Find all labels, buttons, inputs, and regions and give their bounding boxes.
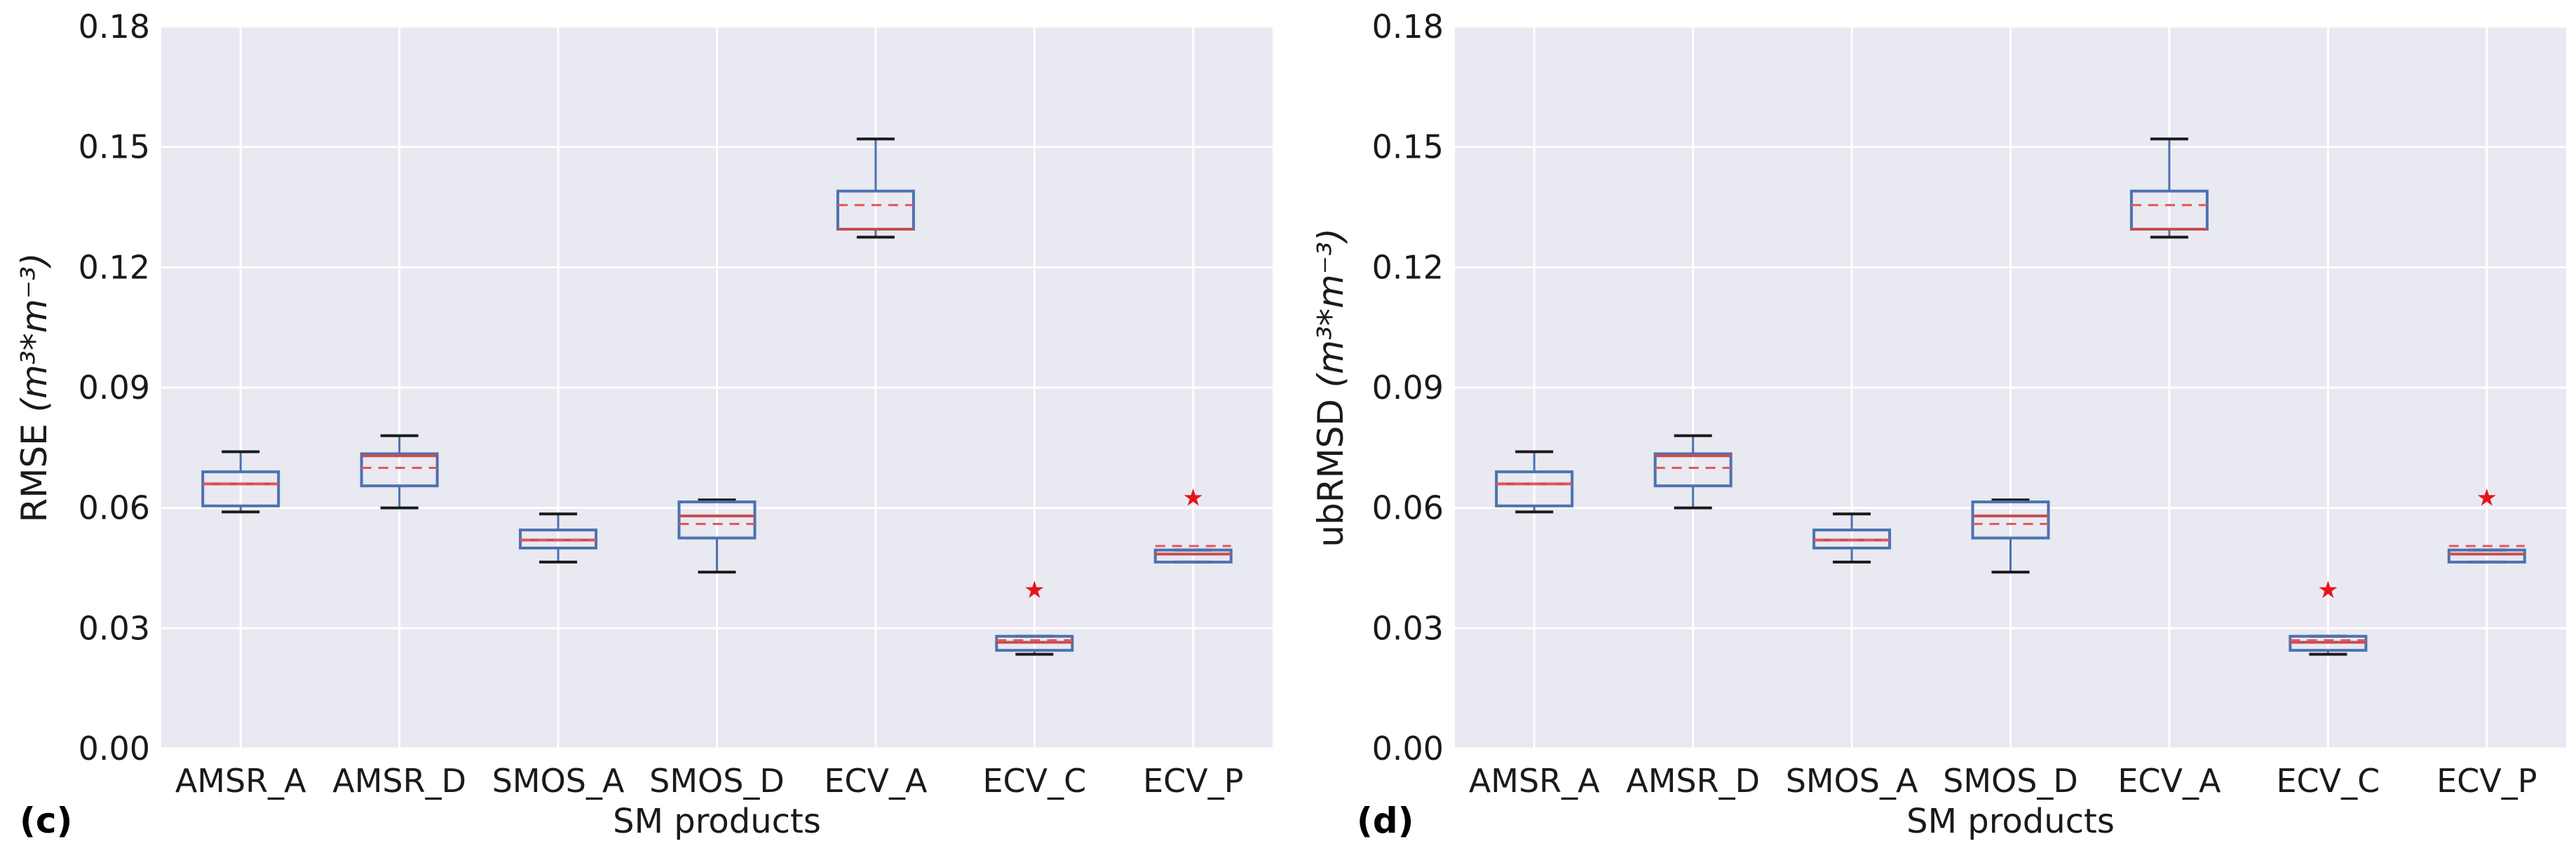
panel-label: (c) <box>20 800 72 841</box>
flier-point: ★ <box>2317 576 2338 604</box>
box-amsr-a <box>201 450 280 514</box>
box-ecv-a <box>2129 137 2209 239</box>
x-tick-label: ECV_A <box>2117 762 2221 800</box>
box-ecv-p: ★ <box>1153 484 1233 564</box>
y-tick-label: 0.00 <box>79 730 150 767</box>
y-tick-label: 0.03 <box>1372 609 1444 647</box>
x-tick-label: AMSR_D <box>1626 762 1760 800</box>
y-axis-label-name: RMSE <box>14 423 55 522</box>
panel-d: 0.00 0.03 0.06 0.09 0.12 0.15 0.18 ★ ★ AMSR_A AMSR… <box>1310 8 2566 841</box>
box-smos-d <box>677 498 757 574</box>
x-tick-label: ECV_A <box>824 762 928 800</box>
x-axis-label: SM products <box>613 802 821 841</box>
x-axis-label: SM products <box>1906 802 2115 841</box>
box-iqr <box>1653 452 1733 488</box>
box-ecv-p: ★ <box>2447 484 2526 564</box>
box-ecv-c: ★ <box>2289 576 2368 656</box>
y-axis-label-unit: (m³*m⁻³) <box>1310 228 1351 388</box>
box-smos-a <box>519 512 598 564</box>
box-amsr-d <box>360 434 439 510</box>
flier-point: ★ <box>1024 576 1045 604</box>
box-iqr <box>2447 548 2526 564</box>
y-axis-label-unit: (m³*m⁻³) <box>14 252 55 412</box>
box-iqr <box>360 452 439 488</box>
box-iqr <box>677 500 757 540</box>
x-tick-label: SMOS_D <box>649 762 785 800</box>
box-iqr <box>201 470 280 507</box>
x-tick-label: ECV_C <box>982 762 1086 800</box>
x-tick-label: SMOS_A <box>1786 762 1918 800</box>
panel-label: (d) <box>1357 800 1414 841</box>
y-tick-label: 0.06 <box>1372 489 1444 527</box>
y-axis-label: ubRMSD (m³*m⁻³) <box>1310 228 1351 547</box>
box-amsr-d <box>1653 434 1733 510</box>
y-tick-label: 0.12 <box>1372 248 1444 286</box>
box-iqr <box>1971 500 2050 540</box>
flier-point: ★ <box>1183 484 1204 512</box>
box-ecv-c: ★ <box>995 576 1074 656</box>
x-tick-label: SMOS_D <box>1943 762 2078 800</box>
box-iqr <box>1495 470 1574 507</box>
box-amsr-a <box>1495 450 1574 514</box>
y-tick-label: 0.00 <box>1372 730 1444 767</box>
y-tick-label: 0.18 <box>1372 8 1444 46</box>
y-tick-label: 0.15 <box>79 128 150 166</box>
y-axis-label-name: ubRMSD <box>1310 399 1351 547</box>
flier-point: ★ <box>2476 484 2497 512</box>
x-tick-label: AMSR_A <box>1469 762 1600 800</box>
box-iqr <box>1153 548 1233 564</box>
y-axis-label: RMSE (m³*m⁻³) <box>14 252 55 522</box>
y-tick-label: 0.18 <box>79 8 150 46</box>
y-tick-label: 0.09 <box>79 369 150 407</box>
y-tick-label: 0.15 <box>1372 128 1444 166</box>
x-tick-label: ECV_P <box>2436 762 2537 800</box>
box-smos-d <box>1971 498 2050 574</box>
y-tick-label: 0.09 <box>1372 369 1444 407</box>
y-tick-label: 0.03 <box>79 609 150 647</box>
x-tick-label: ECV_C <box>2276 762 2380 800</box>
x-tick-label: SMOS_A <box>492 762 625 800</box>
y-tick-label: 0.12 <box>79 248 150 286</box>
box-ecv-a <box>836 137 915 239</box>
x-tick-label: AMSR_A <box>175 762 306 800</box>
box-smos-a <box>1812 512 1892 564</box>
x-tick-label: ECV_P <box>1143 762 1243 800</box>
x-tick-label: AMSR_D <box>332 762 466 800</box>
panel-c: 0.00 0.03 0.06 0.09 0.12 0.15 0.18 ★ ★ AMSR_A AMSR… <box>14 8 1273 841</box>
y-tick-label: 0.06 <box>79 489 150 527</box>
